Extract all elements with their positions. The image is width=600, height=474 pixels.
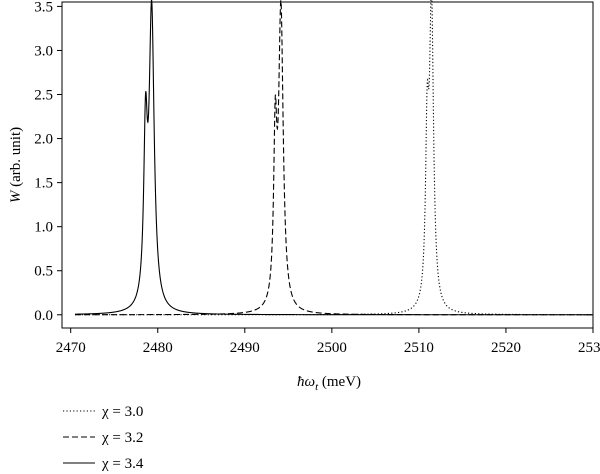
y-axis-label-symbol: W bbox=[8, 189, 24, 203]
x-tick-label: 2470 bbox=[56, 340, 86, 356]
y-tick-label: 2.5 bbox=[34, 88, 53, 104]
x-tick-label: 2490 bbox=[230, 340, 260, 356]
plot-frame bbox=[61, 1, 594, 329]
x-tick-label: 2500 bbox=[317, 340, 347, 356]
y-axis-label-unit: (arb. unit) bbox=[8, 127, 24, 191]
y-tick-label: 1.0 bbox=[34, 220, 53, 236]
y-tick-label: 3.0 bbox=[34, 43, 53, 59]
legend: χ = 3.0 χ = 3.2 χ = 3.4 bbox=[63, 404, 144, 472]
y-tick-label: 1.5 bbox=[34, 176, 53, 192]
x-axis-label: ħωt (meV) bbox=[297, 374, 361, 393]
legend-label: χ = 3.2 bbox=[101, 430, 143, 446]
x-axis-label-subscript: t bbox=[315, 381, 319, 393]
legend-label: χ = 3.4 bbox=[101, 456, 144, 472]
y-tick-label: 3.5 bbox=[34, 0, 53, 15]
x-axis-label-unit: (meV) bbox=[318, 374, 361, 390]
y-axis-label: W (arb. unit) bbox=[8, 127, 24, 203]
series-layer bbox=[75, 0, 593, 316]
y-tick-label: 2.0 bbox=[34, 132, 53, 148]
y-tick-label: 0.5 bbox=[34, 264, 53, 280]
x-axis-label-symbol: ħω bbox=[297, 374, 315, 390]
y-tick-label: 0.0 bbox=[34, 308, 53, 324]
x-tick-label: 2510 bbox=[404, 340, 434, 356]
series-line-solid bbox=[75, 0, 593, 316]
x-tick-label: 2480 bbox=[143, 340, 173, 356]
x-tick-label: 2520 bbox=[491, 340, 521, 356]
legend-label: χ = 3.0 bbox=[101, 404, 143, 420]
